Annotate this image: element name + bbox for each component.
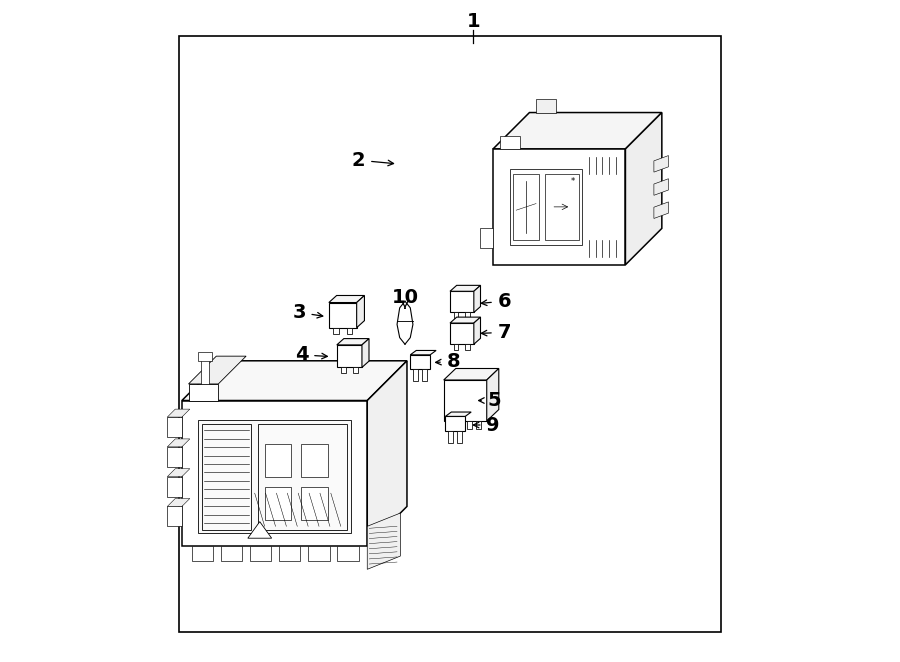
Text: 7: 7 [498, 323, 511, 342]
Polygon shape [448, 431, 454, 443]
Polygon shape [182, 401, 367, 546]
Polygon shape [356, 295, 365, 328]
Polygon shape [167, 447, 182, 467]
Polygon shape [279, 546, 301, 561]
Polygon shape [182, 361, 407, 401]
Polygon shape [198, 352, 212, 361]
Polygon shape [465, 344, 471, 350]
Polygon shape [480, 228, 493, 248]
Polygon shape [654, 156, 669, 172]
Polygon shape [450, 285, 481, 291]
Polygon shape [536, 99, 556, 113]
Text: 2: 2 [352, 151, 365, 169]
Polygon shape [192, 546, 213, 561]
Polygon shape [446, 412, 472, 416]
Polygon shape [450, 421, 454, 429]
Polygon shape [454, 312, 458, 318]
Polygon shape [167, 477, 182, 496]
Polygon shape [309, 546, 329, 561]
Polygon shape [201, 357, 209, 384]
Polygon shape [202, 424, 251, 530]
Polygon shape [346, 328, 353, 334]
Polygon shape [544, 174, 579, 240]
Text: 9: 9 [486, 416, 500, 434]
Polygon shape [487, 369, 499, 421]
Polygon shape [367, 361, 407, 546]
Polygon shape [654, 202, 669, 218]
Polygon shape [458, 421, 464, 429]
Text: 10: 10 [392, 289, 418, 307]
Polygon shape [475, 421, 481, 429]
Text: *: * [571, 177, 574, 187]
Polygon shape [367, 513, 400, 569]
Polygon shape [457, 431, 462, 443]
Polygon shape [167, 417, 182, 437]
Polygon shape [167, 498, 190, 506]
Text: 3: 3 [292, 303, 306, 322]
Polygon shape [353, 367, 358, 373]
Text: 6: 6 [498, 292, 511, 310]
Polygon shape [337, 345, 362, 367]
Polygon shape [250, 546, 271, 561]
Polygon shape [626, 113, 662, 265]
Text: 5: 5 [488, 391, 501, 410]
Polygon shape [493, 149, 626, 265]
Polygon shape [362, 338, 369, 367]
Polygon shape [265, 487, 291, 520]
Polygon shape [473, 285, 481, 312]
Polygon shape [328, 303, 356, 328]
Polygon shape [265, 444, 291, 477]
Polygon shape [220, 546, 242, 561]
Polygon shape [167, 469, 190, 477]
Polygon shape [338, 546, 358, 561]
Polygon shape [258, 424, 347, 530]
Polygon shape [188, 356, 246, 384]
Polygon shape [328, 295, 364, 303]
Polygon shape [467, 421, 472, 429]
Polygon shape [333, 328, 338, 334]
Bar [178, 36, 722, 632]
Polygon shape [301, 444, 328, 477]
Polygon shape [422, 369, 427, 381]
Polygon shape [493, 113, 662, 149]
Polygon shape [444, 380, 487, 421]
Polygon shape [410, 350, 436, 355]
Text: 4: 4 [295, 346, 309, 364]
Polygon shape [454, 344, 458, 350]
Polygon shape [450, 291, 473, 312]
Polygon shape [465, 312, 471, 318]
Polygon shape [167, 506, 182, 526]
Polygon shape [337, 338, 369, 345]
Polygon shape [413, 369, 418, 381]
Polygon shape [446, 416, 465, 431]
Polygon shape [167, 439, 190, 447]
Polygon shape [410, 355, 430, 369]
Polygon shape [509, 169, 582, 245]
Polygon shape [473, 317, 481, 344]
Polygon shape [450, 323, 473, 344]
Polygon shape [167, 409, 190, 417]
Polygon shape [450, 317, 481, 323]
Polygon shape [248, 522, 272, 538]
Polygon shape [301, 487, 328, 520]
Polygon shape [513, 174, 539, 240]
Polygon shape [198, 420, 351, 533]
Text: 1: 1 [466, 12, 480, 30]
Polygon shape [500, 136, 519, 149]
Polygon shape [340, 367, 346, 373]
Polygon shape [654, 179, 669, 195]
Polygon shape [188, 384, 219, 401]
Polygon shape [444, 369, 499, 380]
Text: 8: 8 [446, 352, 460, 371]
